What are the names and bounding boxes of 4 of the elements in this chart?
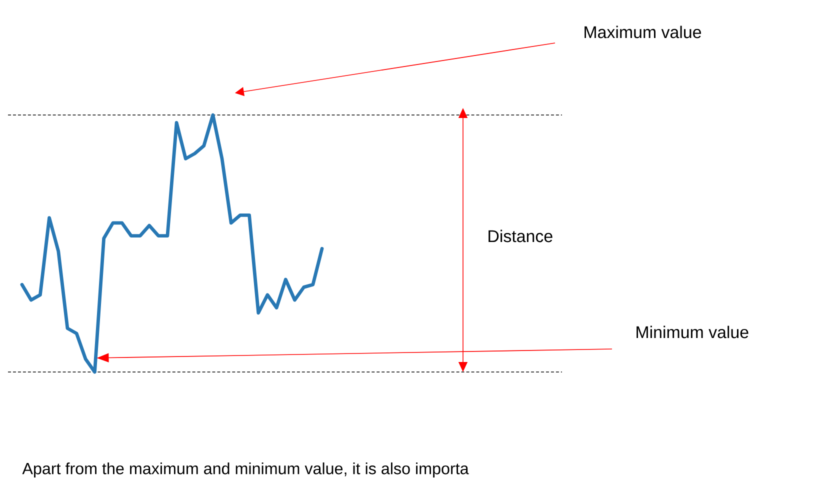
- text: Apart from the maximum and minimum value, it is also importa: [22, 462, 469, 478]
- text: Minimum value: [636, 326, 748, 338]
- text: Maximum value: [584, 26, 702, 38]
- text: Distance: [488, 230, 552, 242]
